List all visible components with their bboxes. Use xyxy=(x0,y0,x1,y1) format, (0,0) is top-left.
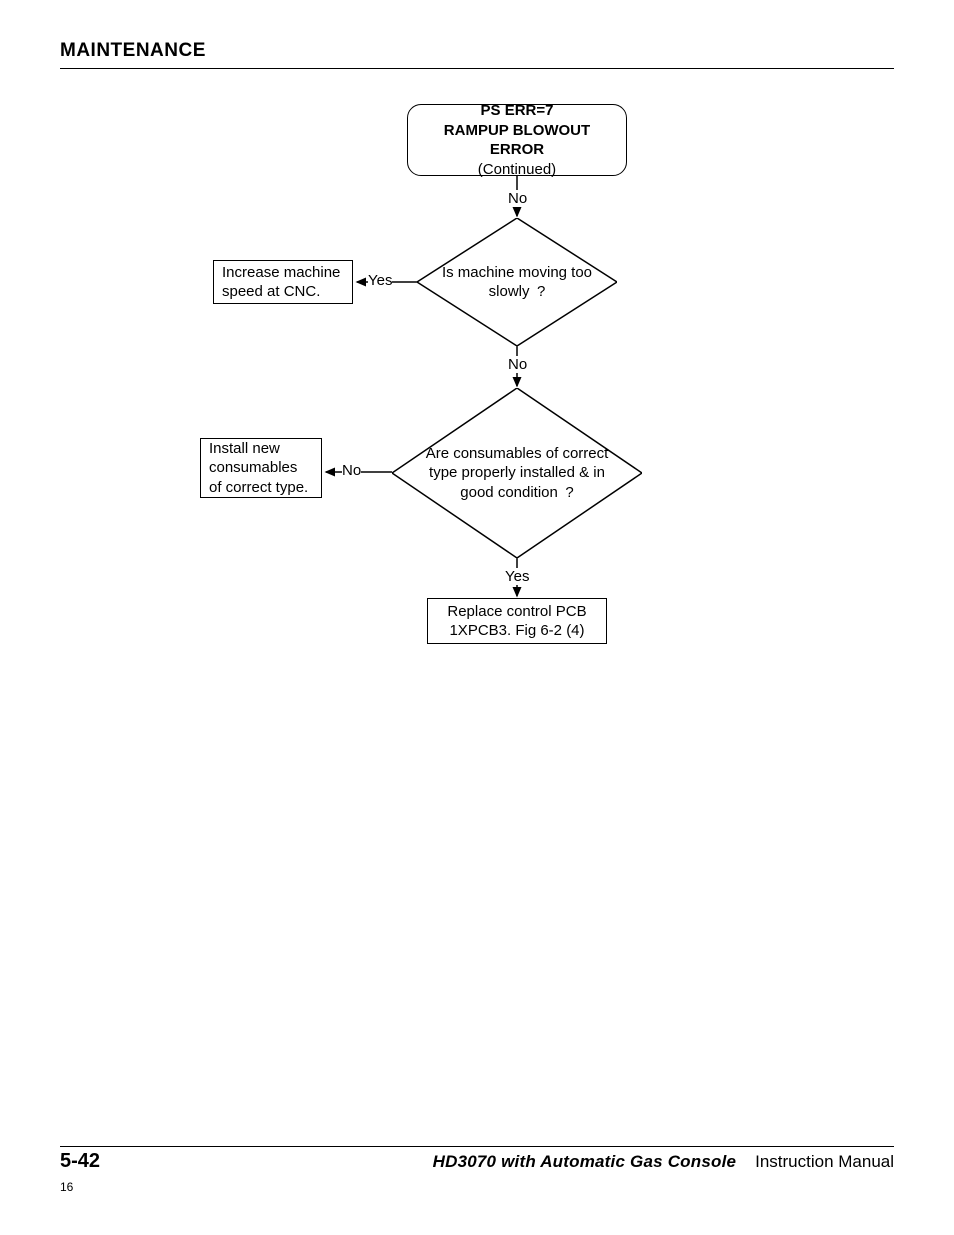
edge-label: No xyxy=(508,356,527,373)
action-text: Replace control PCB 1XPCB3. Fig 6-2 (4) xyxy=(436,602,598,641)
action-install-consumables: Install new consumables of correct type. xyxy=(200,438,322,498)
small-page-number: 16 xyxy=(60,1180,73,1194)
footer-product-name: HD3070 with Automatic Gas Console xyxy=(433,1152,737,1171)
page: MAINTENANCE PS ERR=7 RAMPUP BLOWOUT ERRO… xyxy=(0,0,954,1235)
start-line1: PS ERR=7 xyxy=(481,102,554,119)
page-number: 5-42 xyxy=(60,1150,100,1173)
footer-divider xyxy=(60,1146,894,1147)
footer-doc-type: Instruction Manual xyxy=(755,1152,894,1171)
decision-text: Are consumables of correct type properly… xyxy=(392,388,642,558)
start-node: PS ERR=7 RAMPUP BLOWOUT ERROR (Continued… xyxy=(407,104,627,176)
edge-label: Yes xyxy=(505,568,529,585)
action-text: Increase machine speed at CNC. xyxy=(222,263,344,302)
action-replace-pcb: Replace control PCB 1XPCB3. Fig 6-2 (4) xyxy=(427,598,607,644)
flowchart: PS ERR=7 RAMPUP BLOWOUT ERROR (Continued… xyxy=(0,0,954,1235)
edge-label: No xyxy=(342,462,361,479)
action-text: Install new consumables of correct type. xyxy=(209,439,313,498)
start-line2: RAMPUP BLOWOUT ERROR xyxy=(444,122,590,159)
decision-consumables: Are consumables of correct type properly… xyxy=(392,388,642,558)
edge-label: Yes xyxy=(368,272,392,289)
decision-machine-speed: Is machine moving too slowly ? xyxy=(417,218,617,346)
action-increase-speed: Increase machine speed at CNC. xyxy=(213,260,353,304)
decision-text: Is machine moving too slowly ? xyxy=(417,218,617,346)
start-line3: (Continued) xyxy=(478,161,556,178)
footer-doc-title: HD3070 with Automatic Gas Console Instru… xyxy=(433,1152,894,1172)
edge-label: No xyxy=(508,190,527,207)
page-footer: 5-42 HD3070 with Automatic Gas Console I… xyxy=(60,1150,894,1173)
